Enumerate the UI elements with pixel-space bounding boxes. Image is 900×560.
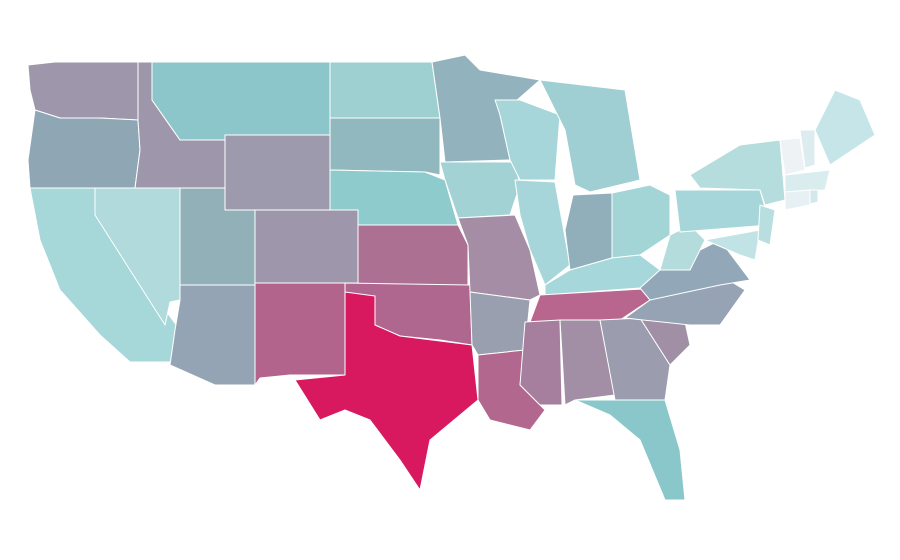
state: [559, 319, 616, 406]
state: [659, 224, 706, 271]
state: [519, 319, 563, 406]
state: [469, 291, 531, 356]
state: [784, 189, 811, 211]
state: [254, 209, 359, 284]
state: [779, 137, 806, 176]
state: [254, 282, 346, 386]
state: [357, 224, 469, 286]
state: [329, 117, 441, 176]
state: [704, 229, 761, 261]
state: [574, 399, 686, 501]
state: [784, 169, 831, 193]
state: [564, 192, 613, 271]
state: [611, 184, 671, 259]
state: [27, 61, 139, 121]
state: [329, 61, 441, 119]
state: [529, 287, 661, 323]
state: [814, 89, 876, 166]
state: [539, 79, 641, 193]
state: [809, 189, 819, 205]
state: [294, 291, 479, 491]
state: [27, 109, 141, 189]
state: [674, 189, 771, 233]
state: [224, 134, 331, 211]
state: [169, 284, 256, 386]
state: [457, 214, 541, 301]
state: [689, 139, 786, 206]
state: [799, 129, 816, 169]
state: [757, 204, 776, 246]
state: [494, 99, 561, 181]
state: [151, 61, 331, 141]
